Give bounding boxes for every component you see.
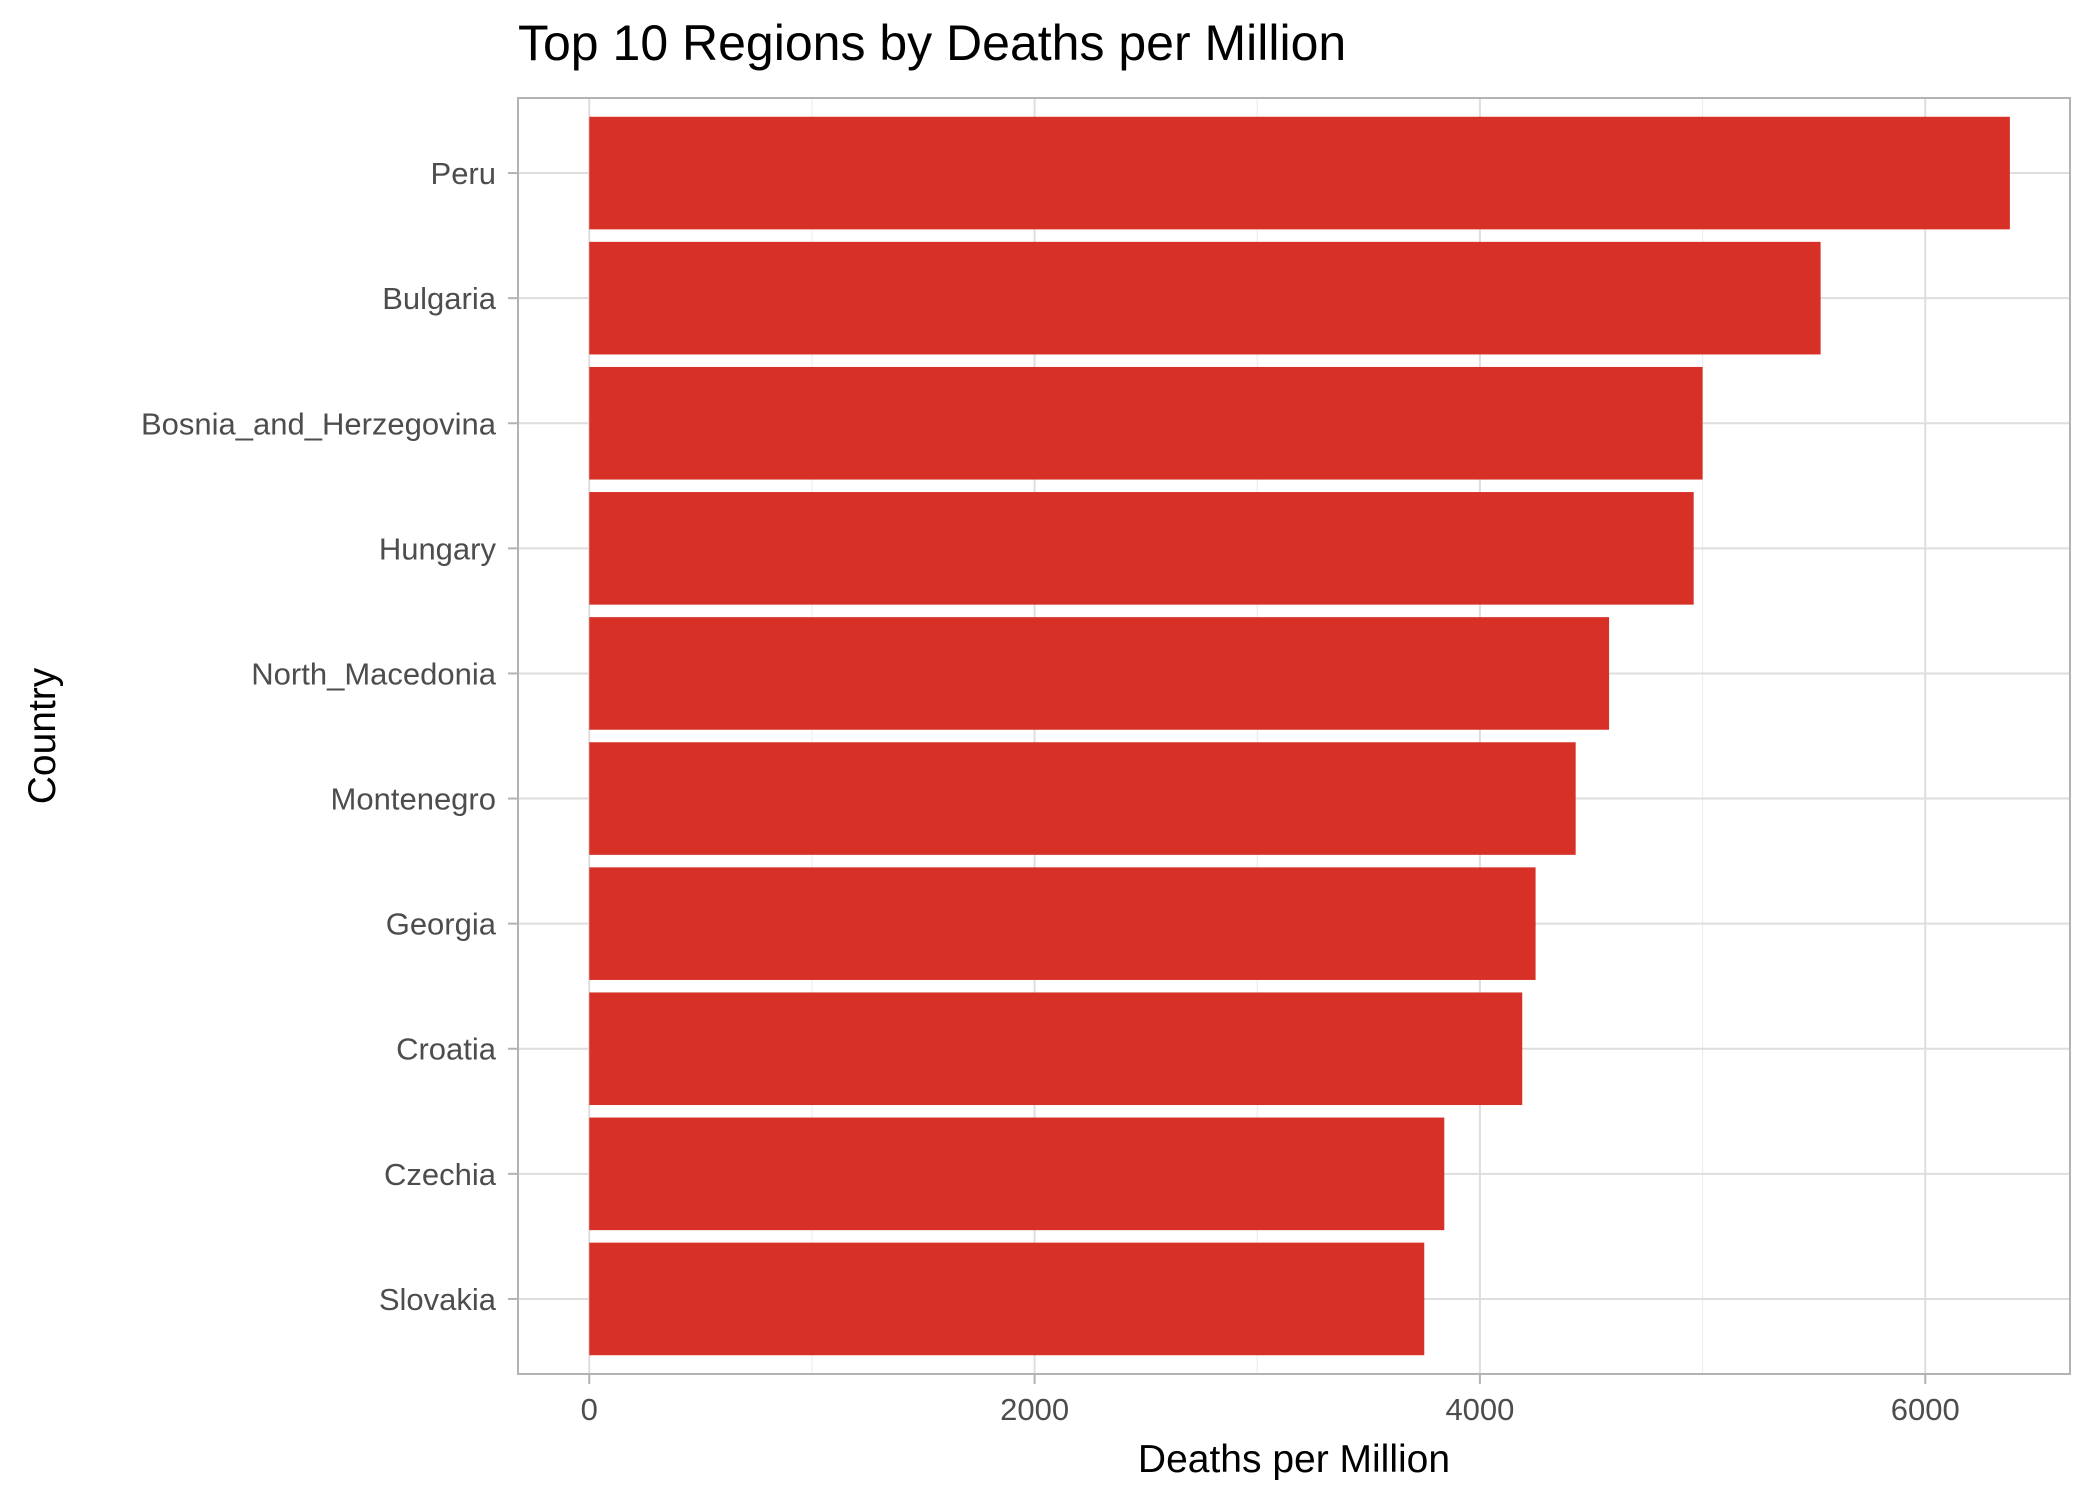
x-tick-label: 0	[581, 1392, 598, 1427]
bar-north-macedonia	[589, 617, 1609, 730]
y-tick-label: North_Macedonia	[251, 656, 496, 691]
chart-title: Top 10 Regions by Deaths per Million	[518, 15, 1346, 71]
bar-hungary	[589, 492, 1693, 605]
y-axis-title: Country	[21, 667, 64, 804]
y-tick-label: Bosnia_and_Herzegovina	[141, 406, 497, 441]
bar-bulgaria	[589, 242, 1820, 355]
y-tick-label: Peru	[431, 156, 496, 191]
x-tick-label: 4000	[1445, 1392, 1514, 1427]
bar-montenegro	[589, 742, 1575, 855]
y-tick-label: Montenegro	[331, 782, 496, 817]
bar-peru	[589, 117, 2010, 230]
x-axis-title: Deaths per Million	[1138, 1438, 1450, 1481]
x-tick-label: 2000	[1000, 1392, 1069, 1427]
y-tick-label: Bulgaria	[382, 281, 496, 316]
y-tick-label: Georgia	[386, 907, 497, 942]
y-tick-label: Hungary	[379, 531, 497, 566]
y-tick-label: Croatia	[396, 1032, 497, 1067]
bar-slovakia	[589, 1243, 1424, 1356]
bar-bosnia-and-herzegovina	[589, 367, 1702, 480]
bar-georgia	[589, 867, 1535, 980]
bar-croatia	[589, 992, 1522, 1105]
x-tick-label: 6000	[1891, 1392, 1960, 1427]
y-tick-label: Czechia	[384, 1157, 497, 1192]
y-tick-label: Slovakia	[379, 1282, 497, 1317]
bar-czechia	[589, 1118, 1444, 1231]
